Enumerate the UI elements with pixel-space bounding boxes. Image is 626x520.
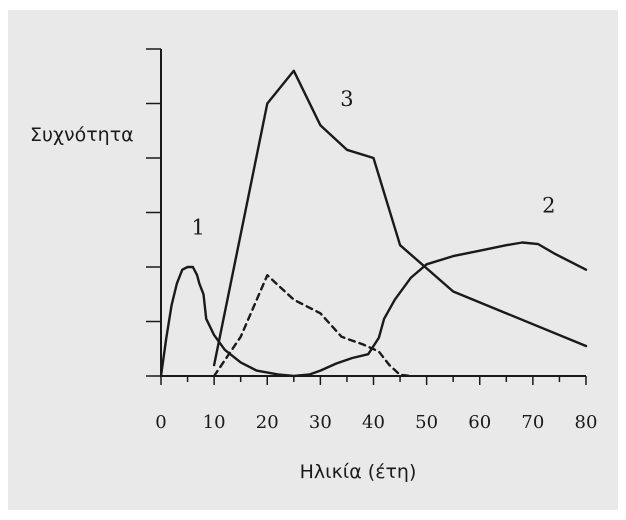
x-tick-label: 80: [575, 412, 598, 433]
x-tick-label: 40: [362, 412, 385, 433]
series-line-2: [212, 69, 588, 367]
x-tick-label: 0: [155, 412, 166, 433]
x-tick-labels: 0 10 20 30 40 50 60 70 80: [155, 412, 597, 433]
y-axis-title: Συχνότητα: [30, 124, 134, 146]
x-tick-label: 70: [521, 412, 544, 433]
series-line-3: [212, 274, 412, 378]
x-tick-label: 60: [468, 412, 491, 433]
curve-label-2: 2: [542, 194, 555, 218]
chart-background: [8, 10, 618, 510]
series-line-1: [159, 241, 588, 378]
x-ticks: [160, 376, 587, 385]
x-tick-label: 20: [256, 412, 279, 433]
curve-label-3: 3: [340, 87, 353, 111]
x-tick-label: 10: [203, 412, 226, 433]
curve-labels: 1 3 2: [192, 87, 556, 239]
x-tick-label: 50: [415, 412, 438, 433]
series-group: [159, 69, 588, 378]
x-tick-label: 30: [309, 412, 332, 433]
curve-label-1: 1: [192, 215, 205, 239]
x-axis-title: Ηλικία (έτη): [300, 461, 417, 483]
y-ticks: [146, 48, 161, 377]
